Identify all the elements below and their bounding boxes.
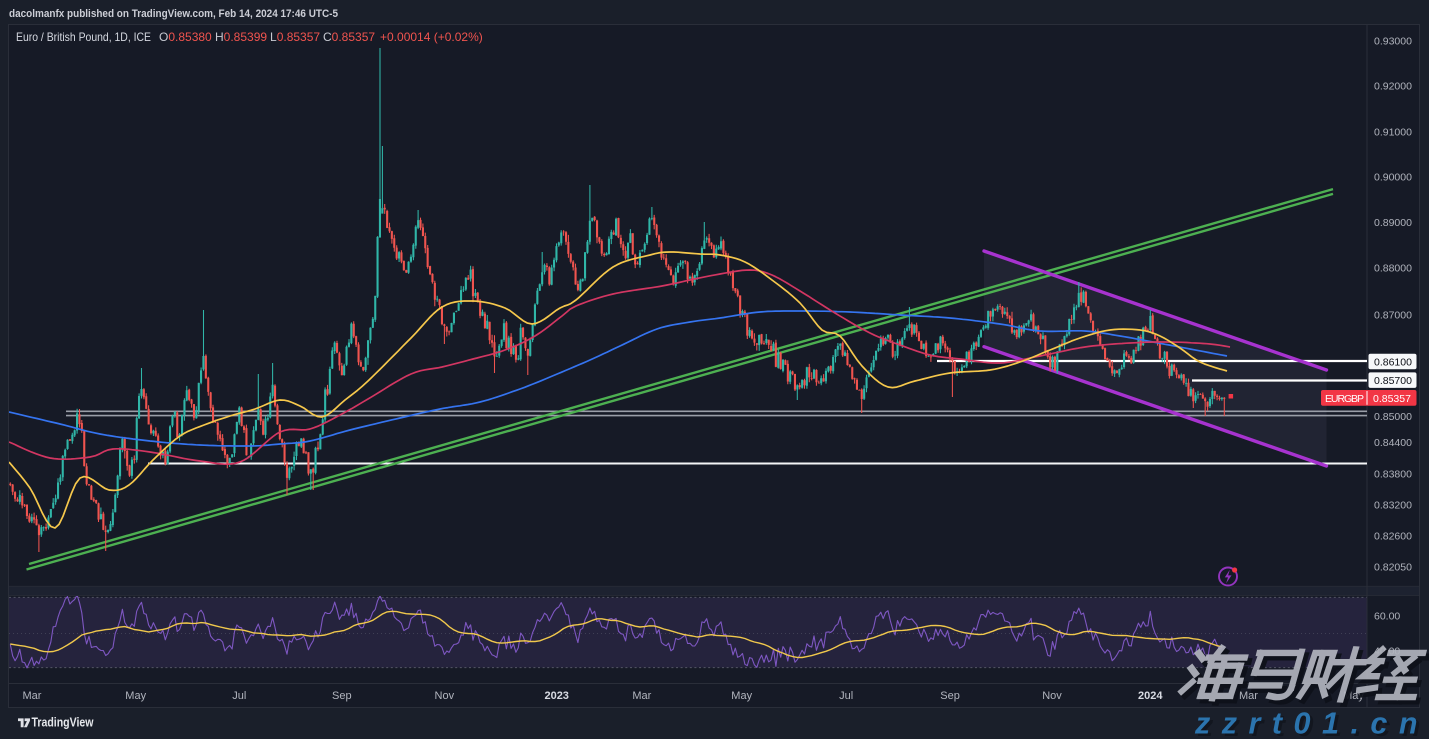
svg-text:0.88000: 0.88000: [1374, 262, 1412, 274]
svg-text:0.87000: 0.87000: [1374, 310, 1412, 322]
svg-text:Sep: Sep: [332, 690, 352, 702]
svg-text:C0.85357: C0.85357: [323, 30, 375, 44]
svg-text:0.82600: 0.82600: [1374, 531, 1412, 543]
svg-text:Mar: Mar: [632, 690, 651, 702]
svg-text:2024: 2024: [1138, 690, 1163, 702]
svg-text:0.92000: 0.92000: [1374, 80, 1412, 92]
svg-text:TradingView: TradingView: [32, 716, 94, 730]
svg-text:May: May: [731, 690, 752, 702]
svg-text:2023: 2023: [544, 690, 568, 702]
svg-text:0.83800: 0.83800: [1374, 469, 1412, 481]
svg-text:0.82050: 0.82050: [1374, 561, 1412, 573]
svg-text:EURGBP: EURGBP: [1325, 393, 1364, 405]
svg-text:dacolmanfx published on Tradin: dacolmanfx published on TradingView.com,…: [9, 8, 338, 20]
svg-text:H0.85399: H0.85399: [215, 30, 267, 44]
svg-text:Euro / British Pound, 1D, ICE: Euro / British Pound, 1D, ICE: [16, 30, 151, 44]
svg-text:zzrt01.cn: zzrt01.cn: [1197, 709, 1429, 739]
svg-text:Sep: Sep: [940, 690, 960, 702]
svg-text:0.91000: 0.91000: [1374, 126, 1412, 138]
svg-text:Nov: Nov: [435, 690, 455, 702]
svg-text:0.85700: 0.85700: [1374, 375, 1412, 387]
svg-text:L0.85357: L0.85357: [270, 30, 320, 44]
svg-text:0.85357: 0.85357: [1373, 393, 1411, 405]
svg-text:O0.85380: O0.85380: [159, 30, 212, 44]
svg-text:Jul: Jul: [232, 690, 246, 702]
svg-text:Mar: Mar: [1239, 690, 1258, 702]
svg-text:0.90000: 0.90000: [1374, 171, 1412, 183]
svg-text:60.00: 60.00: [1374, 611, 1400, 623]
svg-text:Jul: Jul: [839, 690, 853, 702]
svg-text:0.93000: 0.93000: [1374, 36, 1412, 48]
svg-text:0.83200: 0.83200: [1374, 500, 1412, 512]
svg-text:0.89000: 0.89000: [1374, 217, 1412, 229]
svg-text:Nov: Nov: [1042, 690, 1062, 702]
svg-text:Mar: Mar: [23, 690, 42, 702]
svg-text:+0.00014 (+0.02%): +0.00014 (+0.02%): [380, 30, 483, 44]
svg-text:zzrt01.cn: zzrt01.cn: [1194, 707, 1429, 739]
svg-text:0.85000: 0.85000: [1374, 411, 1412, 423]
svg-text:May: May: [125, 690, 146, 702]
svg-text:0.86100: 0.86100: [1374, 357, 1412, 369]
svg-text:0.84400: 0.84400: [1374, 437, 1412, 449]
